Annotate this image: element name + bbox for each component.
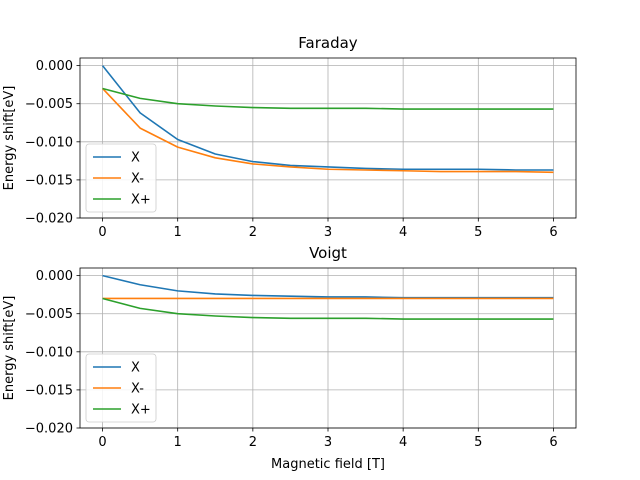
y-tick-label: −0.005 (25, 307, 73, 322)
x-axis-label: Magnetic field [T] (271, 457, 385, 472)
x-tick-label: 0 (98, 435, 106, 450)
x-tick-label: 5 (474, 225, 482, 240)
x-tick-label: 6 (549, 225, 557, 240)
faraday-chart: 0 1 2 3 4 5 6 0.000 −0.005 −0.010 −0.015 −0.020 Fara… (2, 34, 577, 240)
x-tick-label: 1 (174, 225, 182, 240)
y-tick-label: −0.010 (25, 135, 73, 150)
legend-label: X+ (131, 193, 151, 208)
legend-label: X (131, 151, 140, 166)
y-tick-label: −0.005 (25, 97, 73, 112)
series-line-xplus (102, 297, 554, 320)
y-tick-label: −0.015 (25, 173, 73, 188)
chart-title: Voigt (309, 244, 347, 262)
chart-title: Faraday (298, 34, 358, 52)
series-line-x (101, 65, 554, 171)
y-tick-label: −0.015 (25, 383, 73, 398)
y-tick-label: −0.020 (25, 422, 73, 437)
legend-label: X- (131, 172, 144, 187)
x-tick-label: 4 (399, 225, 407, 240)
x-tick-label: 5 (474, 435, 482, 450)
x-tick-label: 1 (174, 435, 182, 450)
y-axis-label: Energy shift[eV] (2, 296, 17, 401)
x-tick-label: 3 (324, 225, 332, 240)
y-tick-label: 0.000 (36, 269, 73, 284)
x-tick-label: 2 (249, 435, 257, 450)
y-tick-label: 0.000 (36, 59, 73, 74)
y-tick-label: −0.020 (25, 212, 73, 227)
series-line-xminus (101, 87, 554, 174)
legend-label: X- (131, 382, 144, 397)
voigt-chart: 0 1 2 3 4 5 6 0.000 −0.005 −0.010 −0.015 −0.020 Voig… (2, 244, 577, 472)
legend-label: X (131, 361, 140, 376)
x-tick-label: 3 (324, 435, 332, 450)
x-tick-label: 0 (98, 225, 106, 240)
y-axis-label: Energy shift[eV] (2, 86, 17, 191)
x-tick-label: 2 (249, 225, 257, 240)
x-tick-label: 6 (549, 435, 557, 450)
legend-label: X+ (131, 403, 151, 418)
y-tick-label: −0.010 (25, 345, 73, 360)
series-line-xplus (102, 87, 554, 110)
x-tick-label: 4 (399, 435, 407, 450)
